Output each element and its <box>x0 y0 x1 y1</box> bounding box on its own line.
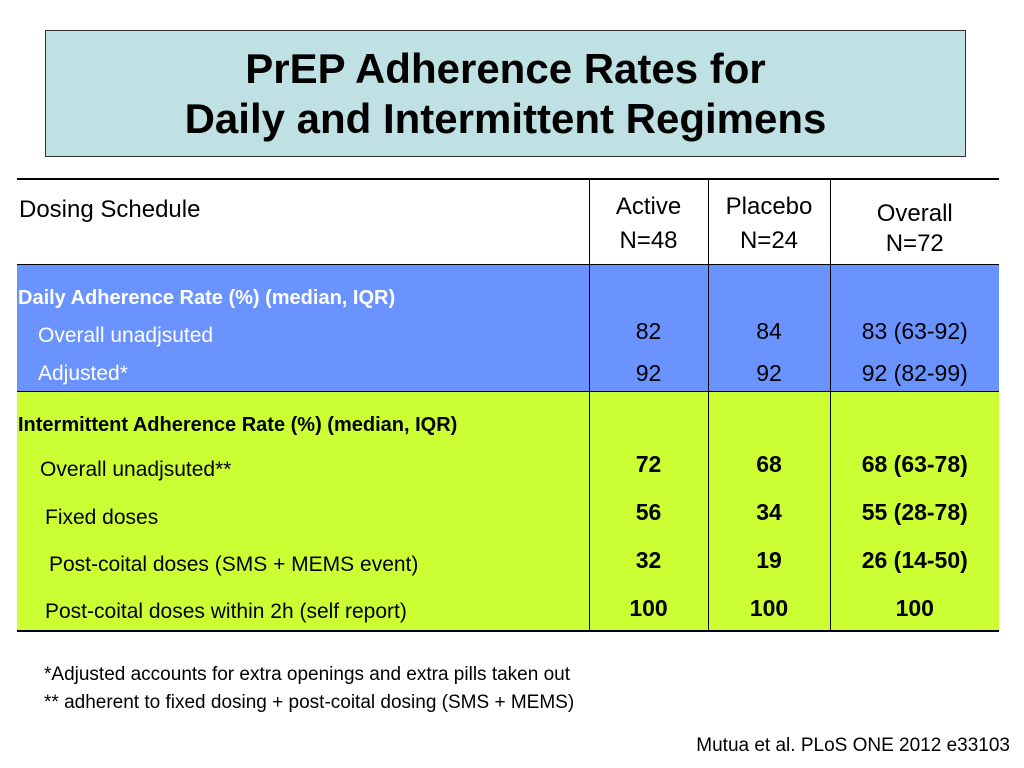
footnote-adjusted: *Adjusted accounts for extra openings an… <box>44 664 570 685</box>
row-label: Fixed doses <box>45 506 159 529</box>
cell-active: 100 <box>589 585 709 632</box>
intermittent-group-title: Intermittent Adherence Rate (%) (median,… <box>18 413 458 436</box>
header-active-n: N=48 <box>619 227 678 254</box>
citation: Mutua et al. PLoS ONE 2012 e33103 <box>696 735 1010 756</box>
table-row: Adjusted* 92 92 92 (82-99) <box>17 350 999 392</box>
row-label: Post-coital doses (SMS + MEMS event) <box>49 553 419 576</box>
header-overall-label: Overall <box>876 200 953 227</box>
table-row: Post-coital doses within 2h (self report… <box>17 585 999 632</box>
table-header-row: Dosing Schedule Active N=48 Placebo N=24… <box>17 178 999 265</box>
cell-placebo: 34 <box>708 489 831 537</box>
header-dosing-schedule: Dosing Schedule <box>17 178 590 265</box>
row-label: Overall unadjsuted** <box>40 458 232 481</box>
table-row: Overall unadjsuted** 72 68 68 (63-78) <box>17 441 999 489</box>
cell-overall: 100 <box>830 585 999 632</box>
daily-group-title-row: Daily Adherence Rate (%) (median, IQR) <box>17 264 999 310</box>
title-line-1: PrEP Adherence Rates for <box>245 44 766 92</box>
header-active-label: Active <box>615 193 682 220</box>
daily-group-title: Daily Adherence Rate (%) (median, IQR) <box>18 286 396 309</box>
row-label: Post-coital doses within 2h (self report… <box>45 600 407 623</box>
header-placebo: Placebo N=24 <box>708 178 831 265</box>
cell-placebo: 19 <box>708 537 831 585</box>
cell-placebo: 68 <box>708 441 831 489</box>
header-active: Active N=48 <box>589 178 709 265</box>
cell-placebo: 100 <box>708 585 831 632</box>
intermittent-group-title-row: Intermittent Adherence Rate (%) (median,… <box>17 391 999 441</box>
row-label: Adjusted* <box>38 362 128 385</box>
header-placebo-n: N=24 <box>739 227 799 254</box>
cell-overall: 55 (28-78) <box>830 489 999 537</box>
adherence-table: Dosing Schedule Active N=48 Placebo N=24… <box>17 178 999 632</box>
cell-active: 72 <box>589 441 709 489</box>
cell-overall: 92 (82-99) <box>830 350 999 392</box>
table-row: Overall unadjsuted 82 84 83 (63-92) <box>17 310 999 350</box>
row-label: Overall unadjsuted <box>38 324 214 347</box>
cell-active: 32 <box>589 537 709 585</box>
cell-active: 56 <box>589 489 709 537</box>
cell-overall: 26 (14-50) <box>830 537 999 585</box>
header-overall: Overall N=72 <box>830 178 999 265</box>
cell-active: 92 <box>589 350 709 392</box>
title-box: PrEP Adherence Rates for Daily and Inter… <box>45 30 966 157</box>
header-placebo-label: Placebo <box>725 193 813 220</box>
cell-overall: 83 (63-92) <box>830 310 999 350</box>
cell-placebo: 84 <box>708 310 831 350</box>
table-row: Fixed doses 56 34 55 (28-78) <box>17 489 999 537</box>
table-row: Post-coital doses (SMS + MEMS event) 32 … <box>17 537 999 585</box>
cell-active: 82 <box>589 310 709 350</box>
footnote-adherent: ** adherent to fixed dosing + post-coita… <box>44 692 575 713</box>
cell-placebo: 92 <box>708 350 831 392</box>
cell-overall: 68 (63-78) <box>830 441 999 489</box>
header-overall-n: N=72 <box>885 230 944 257</box>
title-line-2: Daily and Intermittent Regimens <box>184 94 827 142</box>
